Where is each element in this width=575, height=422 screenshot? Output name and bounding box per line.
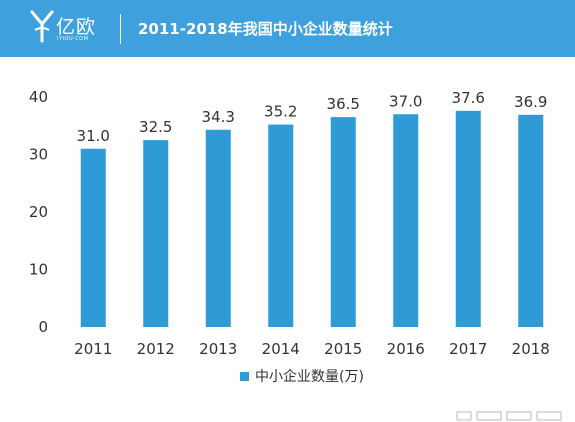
bar-chart: 0 10 20 30 40 31.0 2011 32.5 2012 34.3 2013 35.2 20…: [29, 88, 550, 358]
brand-logo: 亿欧 IYIOU·COM: [30, 9, 110, 49]
header-banner: 亿欧 IYIOU·COM 2011-2018年我国中小企业数量统计: [0, 0, 575, 57]
data-label: 36.5: [327, 95, 360, 113]
x-tick-label: 2014: [262, 340, 300, 358]
bar-2013: [205, 129, 231, 327]
brand-sub: IYIOU·COM: [57, 36, 89, 42]
data-label: 37.0: [389, 92, 422, 110]
watermark-mark: [456, 411, 562, 421]
bar-2016: [393, 114, 419, 327]
data-label: 34.3: [202, 108, 235, 126]
bar-2015: [330, 117, 356, 327]
bar-2018: [518, 114, 544, 327]
data-label: 32.5: [139, 118, 172, 136]
data-label: 31.0: [77, 127, 110, 145]
x-tick-label: 2012: [137, 340, 175, 358]
bar-2012: [143, 140, 169, 327]
header-divider: [120, 14, 121, 44]
data-label: 37.6: [452, 89, 485, 107]
bar-2017: [455, 110, 481, 327]
x-tick-label: 2017: [449, 340, 487, 358]
brand-logo-icon: [30, 10, 54, 43]
bar-2014: [268, 124, 294, 327]
label-layer: 31.0 2011 32.5 2012 34.3 2013 35.2 2014 36.5 2015…: [74, 89, 550, 358]
x-tick-label: 2015: [324, 340, 362, 358]
y-tick-label: 10: [29, 261, 48, 279]
brand-name: 亿欧: [56, 16, 97, 38]
y-tick-label: 0: [38, 318, 48, 336]
chart-legend: 中小企业数量(万): [240, 367, 364, 385]
x-tick-label: 2016: [387, 340, 425, 358]
chart-title: 2011-2018年我国中小企业数量统计: [138, 20, 393, 38]
y-tick-label: 20: [29, 203, 48, 221]
y-tick-label: 30: [29, 146, 48, 164]
data-label: 35.2: [264, 103, 297, 121]
legend-label: 中小企业数量(万): [255, 369, 364, 385]
data-label: 36.9: [514, 93, 547, 111]
x-tick-label: 2013: [199, 340, 237, 358]
x-tick-label: 2018: [512, 340, 550, 358]
bar-2011: [80, 148, 106, 327]
legend-swatch: [240, 371, 249, 381]
y-tick-label: 40: [29, 88, 48, 106]
watermark-logo: [455, 408, 565, 422]
bar-layer: [80, 110, 544, 327]
axis-layer: 0 10 20 30 40: [29, 88, 48, 336]
x-tick-label: 2011: [74, 340, 112, 358]
